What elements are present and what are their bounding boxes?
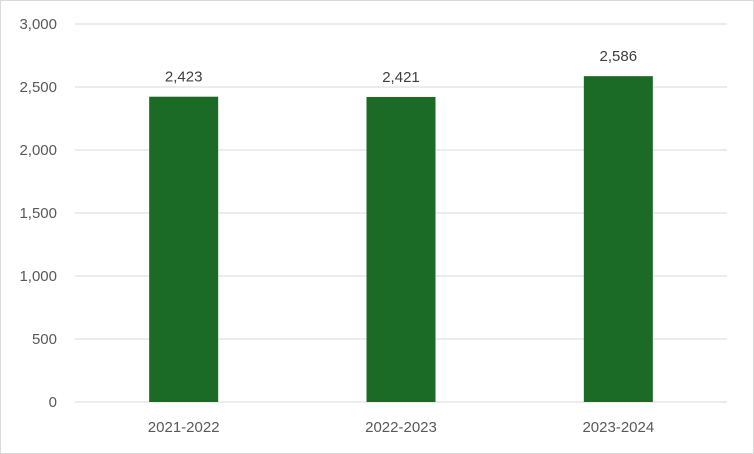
data-labels: 2,423 2,421 2,586 bbox=[165, 48, 637, 86]
y-tick-label: 500 bbox=[32, 331, 57, 348]
bar-2023-2024 bbox=[583, 76, 653, 402]
y-tick-label: 1,000 bbox=[19, 268, 57, 285]
data-label: 2,586 bbox=[600, 48, 638, 65]
x-tick-label: 2021-2022 bbox=[148, 419, 220, 436]
data-label: 2,423 bbox=[165, 69, 203, 86]
y-axis-tick-labels: 0 500 1,000 1,500 2,000 2,500 3,000 bbox=[19, 16, 57, 411]
y-tick-label: 2,500 bbox=[19, 79, 57, 96]
bars bbox=[149, 76, 653, 403]
data-label: 2,421 bbox=[382, 69, 420, 86]
bar-2022-2023 bbox=[366, 96, 436, 402]
x-axis-tick-labels: 2021-2022 2022-2023 2023-2024 bbox=[148, 419, 654, 436]
bar-2021-2022 bbox=[149, 96, 219, 403]
x-tick-label: 2023-2024 bbox=[582, 419, 654, 436]
y-tick-label: 3,000 bbox=[19, 16, 57, 33]
y-tick-label: 0 bbox=[49, 394, 57, 411]
y-tick-label: 2,000 bbox=[19, 142, 57, 159]
y-tick-label: 1,500 bbox=[19, 205, 57, 222]
x-tick-label: 2022-2023 bbox=[365, 419, 437, 436]
